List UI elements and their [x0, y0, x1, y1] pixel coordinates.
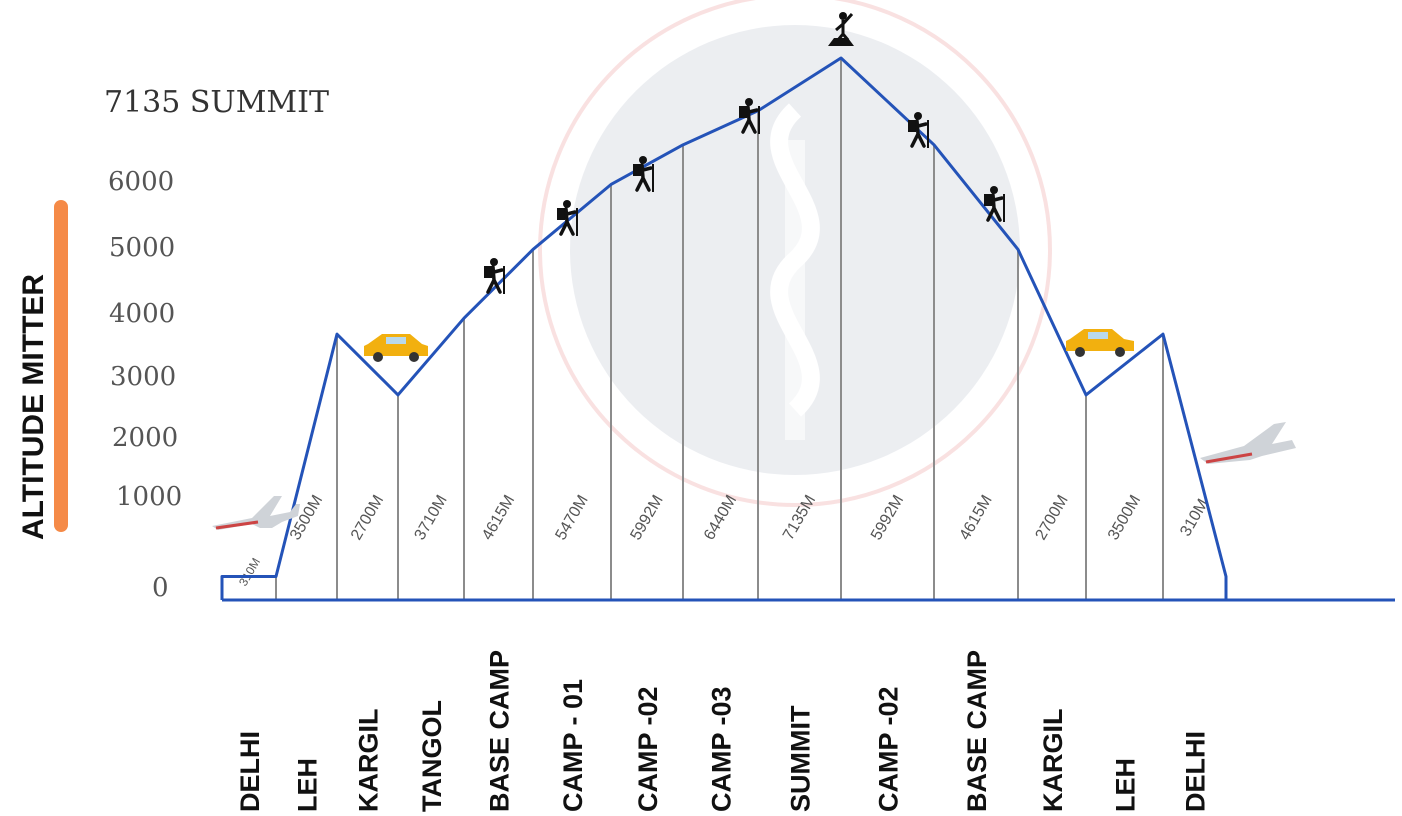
- taxi-icon: [1066, 329, 1134, 357]
- axis-accent-bar: [54, 200, 68, 532]
- location-label: CAMP -03: [707, 686, 737, 812]
- location-label: CAMP - 01: [558, 679, 588, 812]
- y-axis-ticks: 0 1000 2000 3000 4000 5000 6000: [108, 167, 182, 603]
- altitude-stems: [221, 58, 1227, 600]
- airplane-icon: [212, 496, 300, 530]
- location-label: DELHI: [1181, 731, 1211, 812]
- altitude-value-label: 3500M: [1105, 492, 1144, 543]
- location-label: LEH: [293, 758, 323, 812]
- watermark-logo: [538, 0, 1052, 507]
- location-label: CAMP -02: [633, 686, 663, 812]
- hiker-icon: [557, 200, 578, 236]
- altitude-value-label: 7135M: [780, 492, 819, 543]
- altitude-value-label: 4615M: [957, 492, 996, 543]
- altitude-value-label: 5992M: [868, 492, 907, 543]
- altitude-profile-line: [220, 56, 1228, 600]
- location-labels: DELHI LEH KARGIL TANGOL BASE CAMP CAMP - 01 CA…: [235, 650, 1211, 812]
- location-label: CAMP -02: [874, 686, 904, 812]
- hiker-icon: [484, 258, 505, 294]
- summit-label: 7135 SUMMIT: [104, 85, 329, 120]
- location-label: LEH: [1111, 758, 1141, 812]
- altitude-value-labels: 310M 3500M 2700M 3710M 4615M 5470M 5992M 6440M 7…: [236, 492, 1212, 588]
- location-label: BASE CAMP: [962, 650, 992, 812]
- altitude-value-label: 2700M: [1033, 492, 1072, 543]
- altitude-value-label: 6440M: [701, 492, 740, 543]
- altitude-value-label: 4615M: [479, 492, 518, 543]
- hiker-icon: [984, 186, 1005, 222]
- climber-summit-icon: [828, 12, 854, 46]
- altitude-value-label: 2700M: [348, 492, 387, 543]
- y-axis-label: ALTITUDE MITTER: [17, 274, 50, 540]
- altitude-value-label: 310M: [236, 555, 263, 588]
- hiker-icon: [633, 156, 654, 192]
- y-tick-label: 4000: [109, 299, 175, 329]
- y-tick-label: 5000: [109, 233, 175, 263]
- location-label: DELHI: [235, 731, 265, 812]
- y-tick-label: 1000: [116, 482, 182, 512]
- y-tick-label: 3000: [110, 362, 176, 392]
- location-label: BASE CAMP: [485, 650, 515, 812]
- location-label: KARGIL: [1038, 709, 1068, 813]
- hiker-icon: [739, 98, 760, 134]
- location-label: KARGIL: [354, 709, 384, 813]
- altitude-value-label: 5992M: [628, 492, 667, 543]
- hiker-icon: [908, 112, 929, 148]
- y-tick-label: 6000: [108, 167, 174, 197]
- location-label: TANGOL: [417, 700, 447, 812]
- location-label: SUMMIT: [786, 705, 816, 812]
- altitude-value-label: 3710M: [412, 492, 451, 543]
- y-tick-label: 2000: [112, 423, 178, 453]
- airplane-icon: [1200, 422, 1296, 464]
- taxi-icon: [364, 334, 428, 362]
- y-tick-label: 0: [152, 573, 169, 603]
- altitude-value-label: 5470M: [553, 492, 592, 543]
